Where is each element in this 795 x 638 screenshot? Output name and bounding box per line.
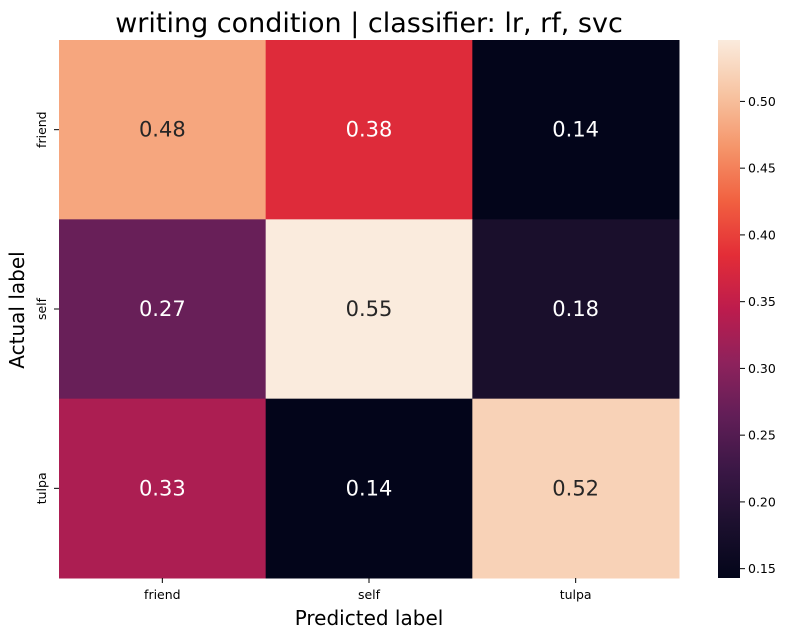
heatmap-cell	[265, 40, 473, 220]
cell-value-label: 0.14	[552, 118, 599, 142]
heatmap-cell	[472, 398, 680, 579]
cell-value-label: 0.55	[346, 297, 393, 321]
y-tick-label: self	[34, 297, 49, 320]
heatmap-cell	[59, 40, 267, 220]
heatmap-cells	[59, 40, 680, 579]
cell-value-label: 0.48	[139, 118, 186, 142]
cell-value-label: 0.52	[552, 476, 599, 500]
chart-title: writing condition | classifier: lr, rf, …	[115, 8, 623, 39]
cell-value-label: 0.14	[346, 476, 393, 500]
colorbar-tick-label: 0.40	[748, 227, 776, 242]
colorbar-tick-label: 0.20	[748, 494, 776, 509]
colorbar-tick-label: 0.35	[748, 294, 776, 309]
cell-value-label: 0.27	[139, 297, 186, 321]
colorbar-tick-label: 0.15	[748, 561, 776, 576]
y-tick-label: friend	[34, 111, 49, 148]
x-tick-label: self	[358, 587, 381, 602]
cell-value-label: 0.38	[346, 118, 393, 142]
x-axis-ticks: friend self tulpa	[144, 578, 592, 602]
colorbar-tick-label: 0.45	[748, 161, 776, 176]
heatmap-cell	[265, 398, 473, 579]
y-axis-title: Actual label	[5, 251, 29, 368]
x-tick-label: tulpa	[560, 587, 592, 602]
heatmap-cell-labels: 0.48 0.38 0.14 0.27 0.55 0.18 0.33 0.14 0.52	[139, 118, 599, 501]
colorbar-ticks: 0.15 0.20 0.25 0.30 0.35 0.40 0.45 0.50	[740, 94, 776, 576]
y-tick-label: tulpa	[34, 472, 49, 504]
x-tick-label: friend	[144, 587, 181, 602]
heatmap-cell	[59, 219, 267, 400]
heatmap-cell	[472, 219, 680, 400]
colorbar	[718, 40, 740, 578]
cell-value-label: 0.18	[552, 297, 599, 321]
heatmap-cell	[472, 40, 680, 220]
heatmap-cell	[265, 219, 473, 400]
colorbar-tick-label: 0.25	[748, 428, 776, 443]
x-axis-title: Predicted label	[295, 606, 444, 630]
cell-value-label: 0.33	[139, 476, 186, 500]
heatmap-cell	[59, 398, 267, 579]
colorbar-tick-label: 0.50	[748, 94, 776, 109]
y-axis-ticks: friend self tulpa	[34, 111, 59, 504]
colorbar-tick-label: 0.30	[748, 361, 776, 376]
